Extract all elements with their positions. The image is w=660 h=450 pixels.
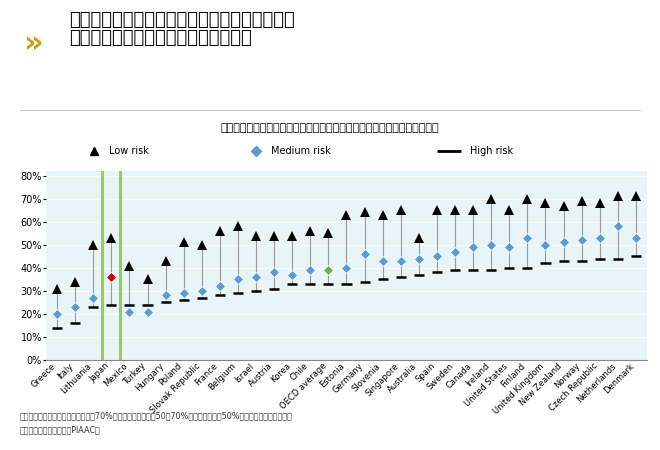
Text: 自動化リスクが高い仕事に就いている労働者の: 自動化リスクが高い仕事に就いている労働者の [69,11,295,29]
Text: Low risk: Low risk [110,146,149,157]
Text: »: » [23,29,43,58]
Text: 注：高リスクとは自動化の可能性が70%以上、中リスクとは50～70%、低リスクとは50%未満と定義されている。: 注：高リスクとは自動化の可能性が70%以上、中リスクとは50～70%、低リスクと… [20,412,292,421]
Text: 出典：国際成人力調査（PIAAC）: 出典：国際成人力調査（PIAAC） [20,425,100,434]
Text: High risk: High risk [470,146,513,157]
Text: Medium risk: Medium risk [271,146,331,157]
Text: 仕事関連のフォーマル訓練またはノンフォーマル訓練への労働者の参加率: 仕事関連のフォーマル訓練またはノンフォーマル訓練への労働者の参加率 [220,123,440,133]
Text: 方が訓練を受ける機会が限られている: 方が訓練を受ける機会が限られている [69,29,252,47]
